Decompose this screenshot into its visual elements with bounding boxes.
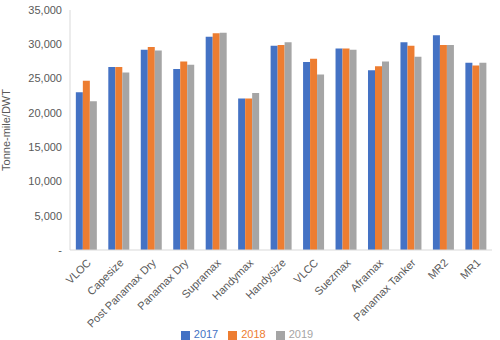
- svg-text:30,000: 30,000: [28, 38, 62, 50]
- html-text:2018: 2018: [241, 328, 266, 340]
- svg-text:Capesize: Capesize: [84, 256, 126, 298]
- html-text:2019: 2019: [288, 328, 314, 340]
- svg-text:Suezmax: Suezmax: [312, 256, 353, 297]
- svg-text:Panamax Dry: Panamax Dry: [135, 256, 191, 312]
- svg-text:VLCC: VLCC: [291, 256, 320, 285]
- svg-text:MR1: MR1: [458, 256, 483, 281]
- svg-text:MR2: MR2: [425, 256, 450, 281]
- svg-text:15,000: 15,000: [28, 141, 62, 153]
- svg-text:35,000: 35,000: [28, 4, 62, 16]
- svg-text:20,000: 20,000: [28, 107, 62, 119]
- svg-text:25,000: 25,000: [28, 72, 62, 84]
- svg-text:Handymax: Handymax: [209, 256, 256, 303]
- svg-text:Aframax: Aframax: [347, 256, 386, 294]
- svg-text:Post Panamax Dry: Post Panamax Dry: [84, 256, 159, 330]
- svg-text:5,000: 5,000: [34, 210, 62, 222]
- svg-text:10,000: 10,000: [28, 175, 62, 187]
- svg-text:VLOC: VLOC: [63, 256, 93, 286]
- svg-text:Supramax: Supramax: [179, 256, 223, 301]
- svg-text:Tonne-mile/DWT: Tonne-mile/DWT: [8, 89, 12, 171]
- html-text:2017: 2017: [193, 328, 219, 340]
- svg-text:Handysize: Handysize: [243, 256, 288, 301]
- svg-text:-: -: [58, 244, 62, 256]
- svg-text:Panamax Tanker: Panamax Tanker: [351, 256, 418, 323]
